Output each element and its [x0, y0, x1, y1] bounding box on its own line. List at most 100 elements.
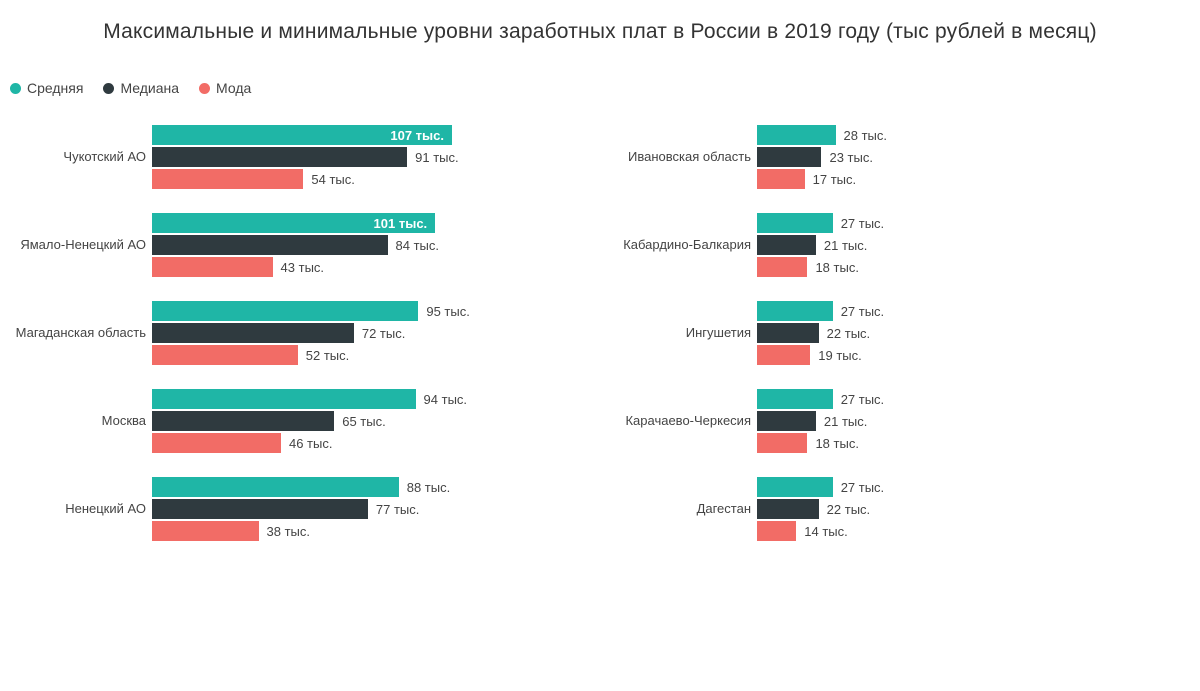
- bar-value-median: 84 тыс.: [388, 238, 439, 253]
- bar-value-mean: 95 тыс.: [418, 304, 469, 319]
- bar-value-mean: 88 тыс.: [399, 480, 450, 495]
- bar-group: 101 тыс. 84 тыс. 43 тыс.: [152, 212, 585, 278]
- bar-row-mode: 17 тыс.: [757, 168, 1190, 190]
- bar-row-mode: 46 тыс.: [152, 432, 585, 454]
- bar-value-mode: 38 тыс.: [259, 524, 310, 539]
- region-label: Ямало-Ненецкий АО: [10, 237, 152, 253]
- bar-group: 107 тыс. 91 тыс. 54 тыс.: [152, 124, 585, 190]
- bar-group: 27 тыс.21 тыс.18 тыс.: [757, 212, 1190, 278]
- bar-row-median: 84 тыс.: [152, 234, 585, 256]
- bar-value-mean: 27 тыс.: [833, 392, 884, 407]
- region-label: Ненецкий АО: [10, 501, 152, 517]
- chart-title: Максимальные и минимальные уровни зарабо…: [10, 20, 1190, 44]
- bar-mean: [152, 389, 416, 409]
- bar-mode: [757, 169, 805, 189]
- bar-median: [152, 235, 388, 255]
- bar-mode: [152, 521, 259, 541]
- bar-value-median: 22 тыс.: [819, 326, 870, 341]
- bar-group: 27 тыс. 22 тыс. 14 тыс.: [757, 476, 1190, 542]
- bar-mean: 101 тыс.: [152, 213, 435, 233]
- bar-value-mean: 101 тыс.: [374, 216, 436, 231]
- legend-item-mean: Средняя: [10, 80, 83, 96]
- bar-value-mode: 18 тыс.: [807, 436, 858, 451]
- bar-value-mean: 27 тыс.: [833, 304, 884, 319]
- bar-row-mode: 54 тыс.: [152, 168, 585, 190]
- bar-mean: 107 тыс.: [152, 125, 452, 145]
- bar-row-median: 65 тыс.: [152, 410, 585, 432]
- bar-value-mode: 46 тыс.: [281, 436, 332, 451]
- bar-value-median: 23 тыс.: [821, 150, 872, 165]
- bar-value-mode: 19 тыс.: [810, 348, 861, 363]
- bar-row-median: 21 тыс.: [757, 234, 1190, 256]
- bar-value-mode: 54 тыс.: [303, 172, 354, 187]
- region-group: Кабардино-Балкария27 тыс.21 тыс.18 тыс.: [615, 212, 1190, 278]
- bar-row-mode: 18 тыс.: [757, 432, 1190, 454]
- bar-mean: [757, 125, 836, 145]
- bar-row-mean: 107 тыс.: [152, 124, 585, 146]
- bar-group: 94 тыс. 65 тыс.46 тыс.: [152, 388, 585, 454]
- bar-mode: [152, 257, 273, 277]
- legend-label-mean: Средняя: [27, 80, 83, 96]
- bar-row-mean: 101 тыс.: [152, 212, 585, 234]
- region-group: Магаданская область95 тыс.72 тыс.52 тыс.: [10, 300, 585, 366]
- bar-group: 27 тыс. 22 тыс. 19 тыс.: [757, 300, 1190, 366]
- region-group: Ивановская область 28 тыс. 23 тыс. 17 тыс.: [615, 124, 1190, 190]
- bar-value-mean: 28 тыс.: [836, 128, 887, 143]
- legend-label-median: Медиана: [120, 80, 179, 96]
- bar-row-median: 22 тыс.: [757, 498, 1190, 520]
- bar-value-mean: 94 тыс.: [416, 392, 467, 407]
- bar-median: [152, 323, 354, 343]
- bar-median: [152, 499, 368, 519]
- region-group: Москва 94 тыс. 65 тыс.46 тыс.: [10, 388, 585, 454]
- bar-value-median: 21 тыс.: [816, 414, 867, 429]
- bar-row-median: 72 тыс.: [152, 322, 585, 344]
- bar-mode: [757, 345, 810, 365]
- bar-row-mean: 88 тыс.: [152, 476, 585, 498]
- bar-row-mean: 27 тыс.: [757, 388, 1190, 410]
- bar-value-median: 77 тыс.: [368, 502, 419, 517]
- bar-row-mode: 19 тыс.: [757, 344, 1190, 366]
- bar-median: [757, 499, 819, 519]
- region-label: Дагестан: [615, 501, 757, 517]
- bar-group: 95 тыс.72 тыс.52 тыс.: [152, 300, 585, 366]
- region-group: Дагестан 27 тыс. 22 тыс. 14 тыс.: [615, 476, 1190, 542]
- bar-row-mean: 28 тыс.: [757, 124, 1190, 146]
- region-label: Ивановская область: [615, 149, 757, 165]
- region-label: Магаданская область: [10, 325, 152, 341]
- bar-row-median: 91 тыс.: [152, 146, 585, 168]
- bar-value-median: 65 тыс.: [334, 414, 385, 429]
- region-group: Карачаево-Черкесия27 тыс.21 тыс.18 тыс.: [615, 388, 1190, 454]
- bar-value-mode: 14 тыс.: [796, 524, 847, 539]
- bar-mean: [152, 477, 399, 497]
- bar-median: [757, 235, 816, 255]
- bar-group: 27 тыс. 21 тыс. 18 тыс.: [757, 388, 1190, 454]
- legend-label-mode: Мода: [216, 80, 251, 96]
- bar-value-mode: 17 тыс.: [805, 172, 856, 187]
- legend-dot-mode: [199, 83, 210, 94]
- legend-dot-mean: [10, 83, 21, 94]
- bar-median: [152, 147, 407, 167]
- legend-dot-median: [103, 83, 114, 94]
- bar-mean: [757, 477, 833, 497]
- bar-row-mean: 27 тыс.: [757, 300, 1190, 322]
- bar-median: [757, 323, 819, 343]
- bar-row-median: 23 тыс.: [757, 146, 1190, 168]
- bar-value-mean: 27 тыс.: [833, 216, 884, 231]
- bar-mode: [757, 521, 796, 541]
- legend-item-median: Медиана: [103, 80, 179, 96]
- bar-row-median: 21 тыс.: [757, 410, 1190, 432]
- bar-median: [757, 147, 821, 167]
- bar-mode: [152, 345, 298, 365]
- bar-mode: [757, 257, 807, 277]
- bar-value-median: 91 тыс.: [407, 150, 458, 165]
- bar-value-mean: 27 тыс.: [833, 480, 884, 495]
- region-label: Москва: [10, 413, 152, 429]
- bar-row-mode: 43 тыс.: [152, 256, 585, 278]
- bar-value-median: 22 тыс.: [819, 502, 870, 517]
- bar-mean: [152, 301, 418, 321]
- bar-mean: [757, 213, 833, 233]
- bar-value-mode: 43 тыс.: [273, 260, 324, 275]
- region-label: Ингушетия: [615, 325, 757, 341]
- bar-median: [757, 411, 816, 431]
- bar-row-mean: 27 тыс.: [757, 476, 1190, 498]
